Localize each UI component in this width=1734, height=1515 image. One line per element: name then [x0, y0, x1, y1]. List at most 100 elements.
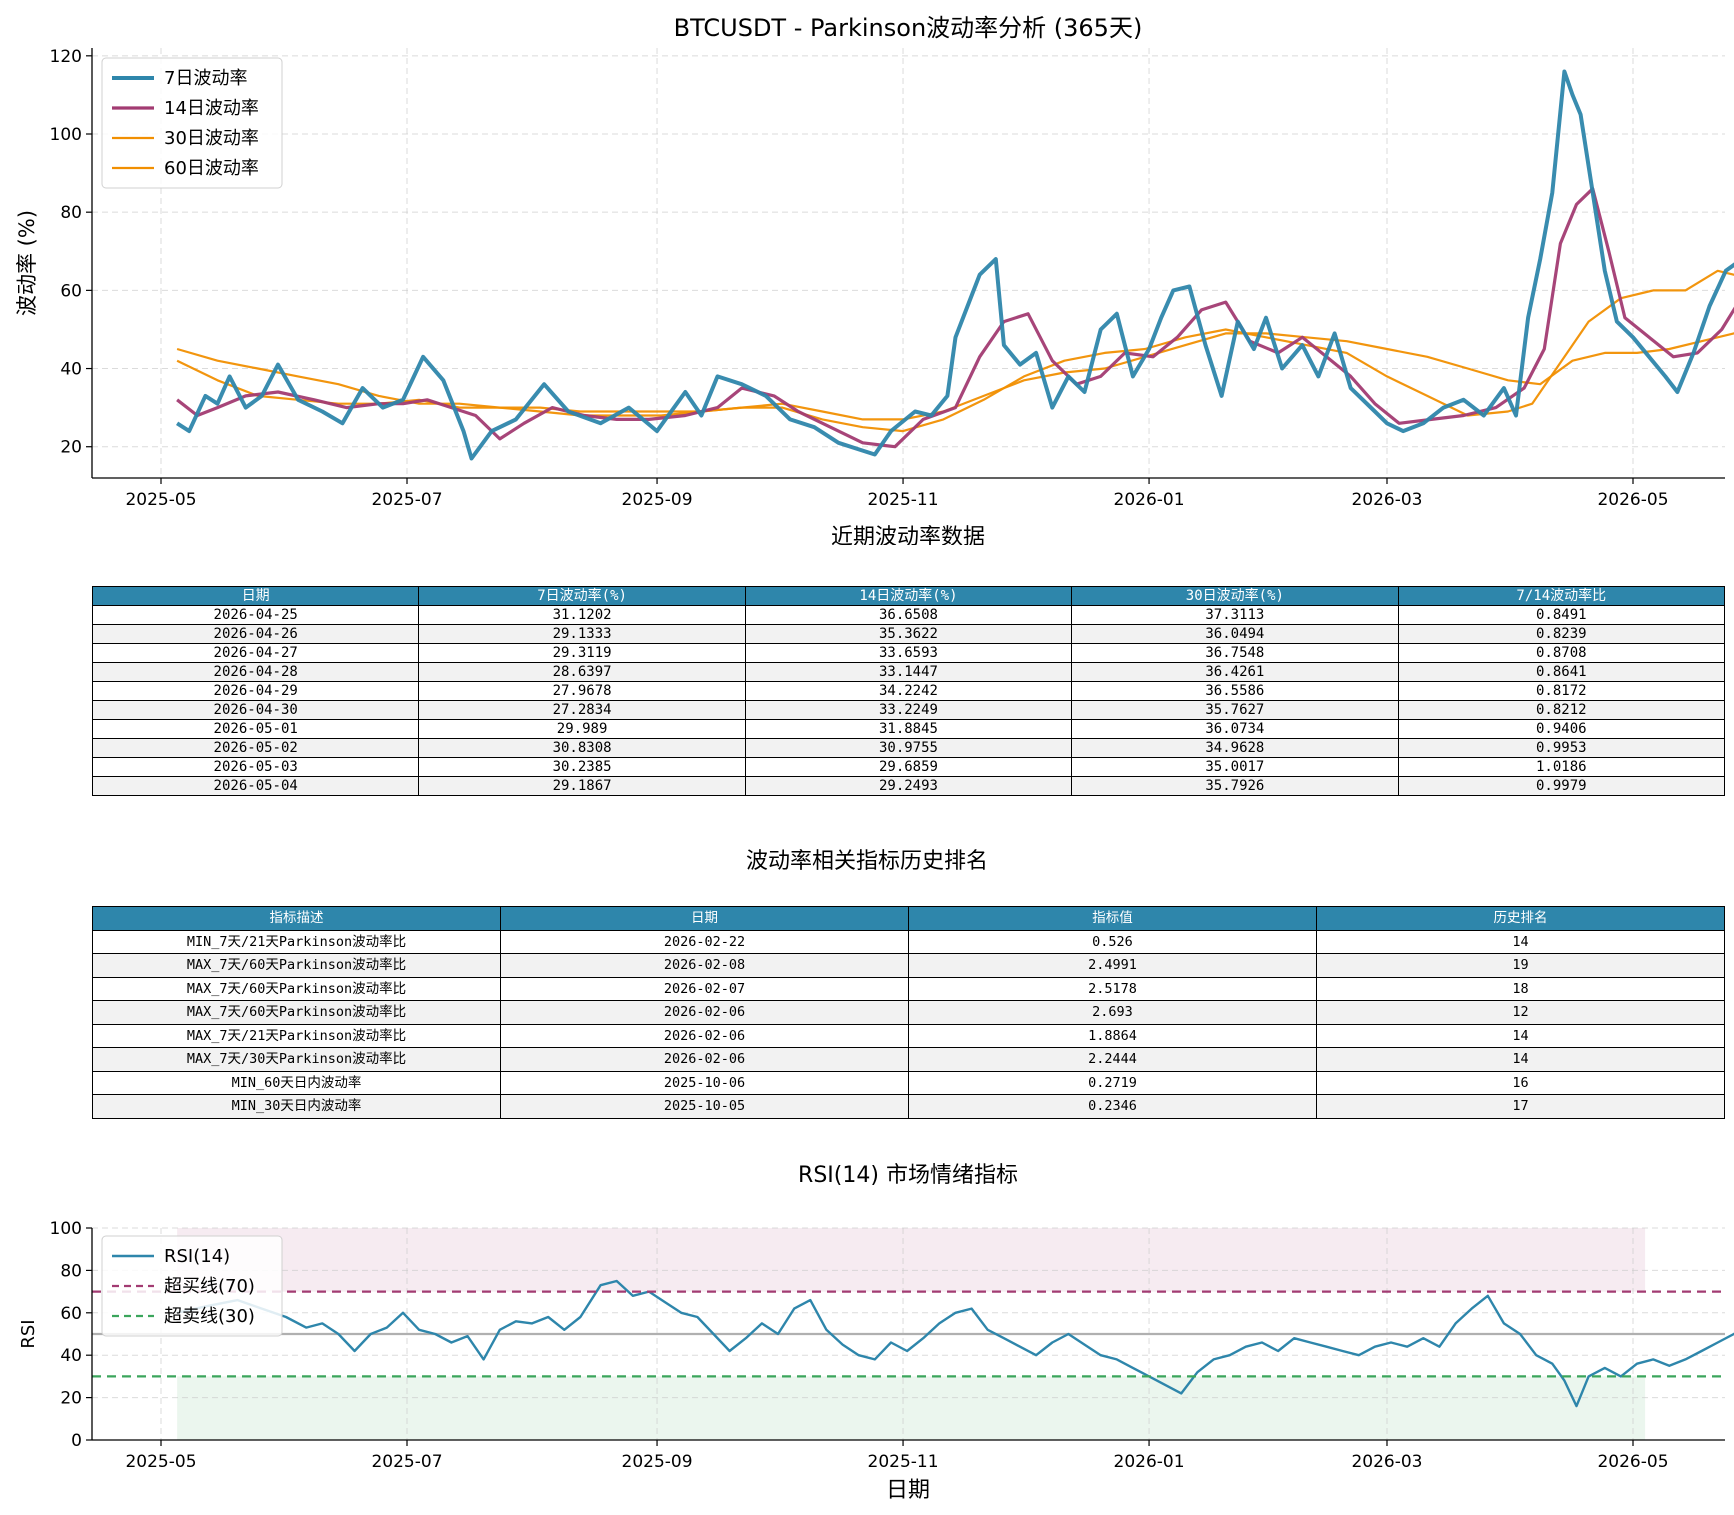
table-cell: 29.1333 [418, 624, 746, 644]
x-tick-label: 2026-03 [1351, 490, 1422, 510]
table-header-row: 日期 7日波动率(%) 14日波动率(%) 30日波动率(%) 7/14波动率比 [91, 586, 1726, 606]
y-tick-label: 60 [60, 281, 82, 301]
table-cell: 29.989 [418, 719, 746, 739]
table-cell: 30.8308 [418, 738, 746, 758]
table-cell: 2026-02-06 [500, 1047, 909, 1072]
x-tick-label: 2025-09 [622, 1452, 693, 1472]
table-cell: 2026-04-28 [91, 662, 420, 682]
table-cell: 2026-05-01 [91, 719, 420, 739]
y-tick-label: 100 [50, 125, 82, 145]
x-tick-label: 2026-05 [1597, 490, 1668, 510]
legend-label: 60日波动率 [164, 158, 259, 179]
table-row: MAX_7天/21天Parkinson波动率比 2026-02-06 1.8864 1… [92, 1023, 1725, 1048]
legend-label: 超买线(70) [164, 1276, 255, 1297]
table-cell: 0.2719 [908, 1070, 1317, 1095]
table-cell: 36.6508 [744, 605, 1073, 625]
table-cell: 14 [1316, 1047, 1725, 1072]
table-row: MIN_7天/21天Parkinson波动率比 2026-02-22 0.526 14 [92, 929, 1725, 954]
table-cell: 1.0186 [1397, 757, 1726, 777]
table-cell: 19 [1316, 953, 1725, 978]
table-cell: 14 [1316, 1023, 1725, 1048]
table-cell: 2026-02-08 [500, 953, 909, 978]
table-cell: 35.7627 [1071, 700, 1399, 720]
table-cell: 35.0017 [1071, 757, 1399, 777]
oversold-zone [177, 1376, 1646, 1440]
y-tick-label: 100 [50, 1219, 82, 1239]
table-cell: MIN_60天日内波动率 [92, 1070, 501, 1095]
table-cell: 29.1867 [418, 776, 746, 796]
table-cell: 30.9755 [744, 738, 1073, 758]
table-cell: 2026-05-04 [91, 776, 420, 796]
column-header: 日期 [91, 586, 420, 606]
ranking-section-title: 波动率相关指标历史排名 [745, 849, 988, 874]
table-header-row: 指标描述 日期 指标值 历史排名 [92, 906, 1725, 931]
x-tick-label: 2025-11 [868, 490, 939, 510]
table-cell: MAX_7天/30天Parkinson波动率比 [92, 1047, 501, 1072]
y-tick-label: 60 [60, 1304, 82, 1324]
x-tick-label: 2025-09 [622, 490, 693, 510]
column-header: 指标值 [908, 906, 1317, 931]
table-cell: 0.8212 [1397, 700, 1726, 720]
table-cell: 36.0734 [1071, 719, 1399, 739]
table-row: 2026-04-25 31.1202 36.6508 37.3113 0.8491 [91, 605, 1726, 625]
column-header: 14日波动率(%) [744, 586, 1073, 606]
x-tick-label: 2025-11 [868, 1452, 939, 1472]
table-cell: 2026-02-06 [500, 1023, 909, 1048]
table-cell: 0.9406 [1397, 719, 1726, 739]
table-cell: 2026-02-06 [500, 1000, 909, 1025]
table-cell: 2026-04-30 [91, 700, 420, 720]
table-row: 2026-05-01 29.989 31.8845 36.0734 0.9406 [91, 719, 1726, 739]
x-tick-label: 2025-05 [125, 490, 196, 510]
table-cell: 2026-02-22 [500, 929, 909, 954]
y-axis-label: 波动率 (%) [15, 210, 39, 316]
table-cell: 1.8864 [908, 1023, 1317, 1048]
table-cell: 2025-10-05 [500, 1094, 909, 1119]
table-row: 2026-04-27 29.3119 33.6593 36.7548 0.8708 [91, 643, 1726, 663]
column-header: 7日波动率(%) [418, 586, 746, 606]
table-cell: 0.2346 [908, 1094, 1317, 1119]
legend-label: 7日波动率 [164, 68, 247, 89]
legend-label: 14日波动率 [164, 98, 259, 119]
table-cell: 33.1447 [744, 662, 1073, 682]
table-cell: 0.8172 [1397, 681, 1726, 701]
legend-box [101, 1235, 283, 1337]
table-cell: 27.2834 [418, 700, 746, 720]
table-row: MIN_30天日内波动率 2025-10-05 0.2346 17 [92, 1094, 1725, 1119]
table-cell: MIN_30天日内波动率 [92, 1094, 501, 1119]
table-cell: 34.9628 [1071, 738, 1399, 758]
table-cell: 12 [1316, 1000, 1725, 1025]
table-cell: 28.6397 [418, 662, 746, 682]
table-row: 2026-05-02 30.8308 30.9755 34.9628 0.9953 [91, 738, 1726, 758]
chart-title: RSI(14) 市场情绪指标 [798, 1163, 1018, 1188]
column-header: 历史排名 [1316, 906, 1725, 931]
table-cell: 31.8845 [744, 719, 1073, 739]
table-cell: 36.0494 [1071, 624, 1399, 644]
y-axis-label: RSI [18, 1319, 39, 1348]
table-row: 2026-05-04 29.1867 29.2493 35.7926 0.9979 [91, 776, 1726, 796]
x-tick-label: 2025-07 [371, 1452, 442, 1472]
table-cell: 2.2444 [908, 1047, 1317, 1072]
legend-label: 30日波动率 [164, 128, 259, 149]
table-cell: MAX_7天/60天Parkinson波动率比 [92, 1000, 501, 1025]
table-cell: 2.4991 [908, 953, 1317, 978]
y-tick-label: 80 [60, 1261, 82, 1281]
rsi-line [176, 1279, 1734, 1408]
column-header: 日期 [500, 906, 909, 931]
table-cell: 2026-05-02 [91, 738, 420, 758]
table-row: MAX_7天/60天Parkinson波动率比 2026-02-06 2.693 12 [92, 1000, 1725, 1025]
table-cell: MAX_7天/60天Parkinson波动率比 [92, 953, 501, 978]
table-row: 2026-04-28 28.6397 33.1447 36.4261 0.8641 [91, 662, 1726, 682]
indicator-ranking-table: 指标描述 日期 指标值 历史排名 MIN_7天/21天Parkinson波动率比 202… [92, 906, 1725, 1119]
table-row: MAX_7天/30天Parkinson波动率比 2026-02-06 2.2444 1… [92, 1047, 1725, 1072]
table-row: MIN_60天日内波动率 2025-10-06 0.2719 16 [92, 1070, 1725, 1095]
x-tick-label: 2025-07 [371, 490, 442, 510]
table-cell: MIN_7天/21天Parkinson波动率比 [92, 929, 501, 954]
table-cell: MAX_7天/21天Parkinson波动率比 [92, 1023, 501, 1048]
table-cell: 14 [1316, 929, 1725, 954]
x-axis-label: 近期波动率数据 [831, 525, 985, 545]
table-cell: 36.4261 [1071, 662, 1399, 682]
column-header: 指标描述 [92, 906, 501, 931]
table-cell: 2.5178 [908, 976, 1317, 1001]
x-tick-label: 2025-05 [125, 1452, 196, 1472]
table-cell: 0.8641 [1397, 662, 1726, 682]
